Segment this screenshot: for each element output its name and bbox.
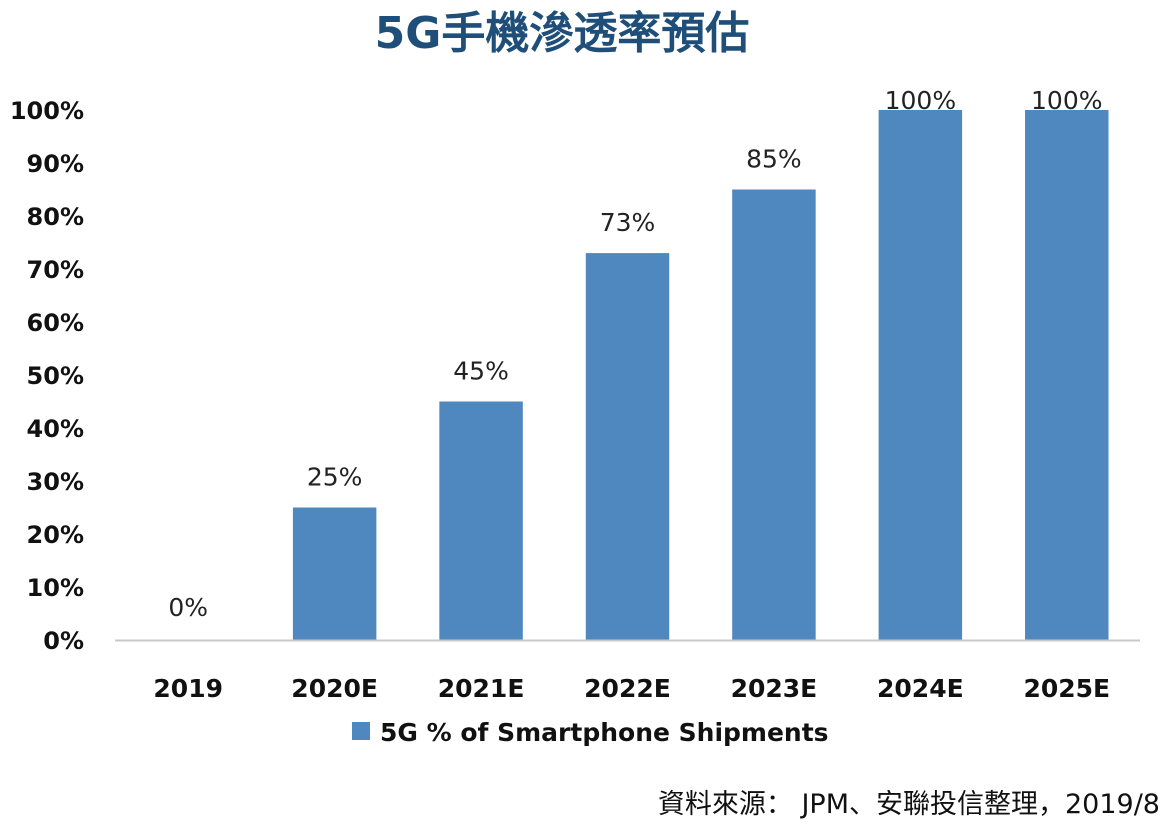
data-label-2023E: 85% bbox=[746, 145, 802, 174]
y-tick-label: 0% bbox=[43, 627, 84, 655]
bar-2020E bbox=[292, 507, 377, 640]
y-tick-label: 100% bbox=[10, 97, 84, 125]
y-tick-label: 10% bbox=[27, 574, 84, 602]
data-label-2019: 0% bbox=[168, 593, 208, 622]
x-tick-label: 2023E bbox=[731, 674, 818, 703]
data-labels: 0% 25% 45% 73% 85% 100% 100% bbox=[168, 86, 1102, 622]
legend-swatch bbox=[352, 722, 370, 740]
data-label-2021E: 45% bbox=[453, 357, 509, 386]
bar-2023E bbox=[732, 189, 816, 640]
x-tick-label: 2022E bbox=[584, 674, 671, 703]
legend: 5G % of Smartphone Shipments bbox=[352, 718, 829, 747]
x-tick-label: 2019 bbox=[153, 674, 223, 703]
x-tick-label: 2020E bbox=[291, 674, 378, 703]
legend-label: 5G % of Smartphone Shipments bbox=[380, 718, 829, 747]
y-tick-label: 80% bbox=[27, 203, 84, 231]
x-axis-ticks: 2019 2020E 2021E 2022E 2023E 2024E 2025E bbox=[153, 674, 1110, 703]
bar-2022E bbox=[585, 253, 670, 640]
y-tick-label: 20% bbox=[27, 521, 84, 549]
y-tick-label: 60% bbox=[27, 309, 84, 337]
data-label-2022E: 73% bbox=[600, 208, 656, 237]
bar-2021E bbox=[439, 401, 523, 640]
y-tick-label: 40% bbox=[27, 415, 84, 443]
x-tick-label: 2021E bbox=[438, 674, 525, 703]
data-label-2024E: 100% bbox=[885, 86, 956, 115]
x-tick-label: 2025E bbox=[1023, 674, 1110, 703]
y-tick-label: 90% bbox=[27, 150, 84, 178]
bars bbox=[292, 110, 1109, 640]
x-tick-label: 2024E bbox=[877, 674, 964, 703]
y-tick-label: 70% bbox=[27, 256, 84, 284]
chart-title: 5G手機滲透率預估 bbox=[375, 8, 750, 59]
y-axis-ticks: 0% 10% 20% 30% 40% 50% 60% 70% 80% 90% 100% bbox=[10, 97, 84, 655]
data-label-2020E: 25% bbox=[307, 463, 363, 492]
source-note: 資料來源： JPM、安聯投信整理，2019/8 bbox=[658, 789, 1160, 820]
data-label-2025E: 100% bbox=[1031, 86, 1102, 115]
bar-2024E bbox=[878, 110, 963, 640]
bar-2025E bbox=[1025, 110, 1109, 640]
y-tick-label: 50% bbox=[27, 362, 84, 390]
y-tick-label: 30% bbox=[27, 468, 84, 496]
